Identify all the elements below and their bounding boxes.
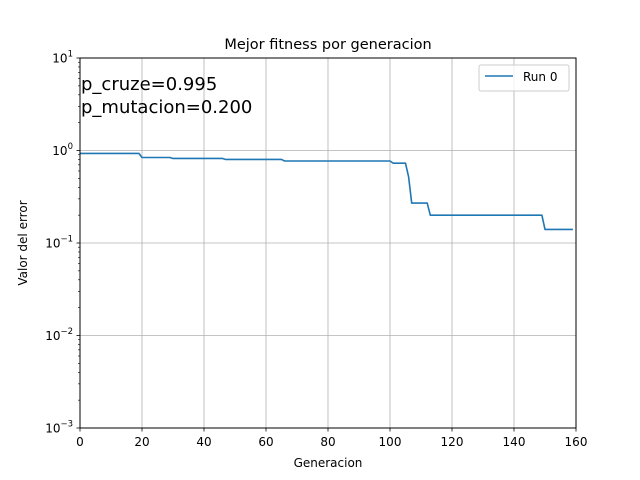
- x-tick-label: 140: [503, 435, 526, 449]
- y-tick-label: 10−3: [45, 420, 73, 436]
- series-layer: [80, 152, 573, 231]
- x-tick-label: 120: [441, 435, 464, 449]
- chart-title: Mejor fitness por generacion: [224, 37, 431, 53]
- x-tick-label: 160: [565, 435, 588, 449]
- annotation-p-mutacion: p_mutacion=0.200: [81, 97, 252, 118]
- y-axis-ticks: 10−3 10−2 10−1 100 101: [45, 50, 80, 436]
- y-tick-label: 101: [52, 50, 73, 66]
- legend-box: [478, 64, 570, 92]
- legend-label: Run 0: [523, 70, 557, 84]
- series-line-run-0: [80, 152, 573, 231]
- x-axis-label: Generacion: [294, 456, 363, 470]
- y-tick-label: 100: [52, 142, 73, 158]
- annotation-p-cruze: p_cruze=0.995: [81, 74, 217, 95]
- x-tick-label: 80: [320, 435, 335, 449]
- y-tick-label: 10−2: [45, 327, 73, 343]
- y-axis-label: Valor del error: [16, 200, 30, 285]
- x-axis-ticks: 0 20 40 60 80 100 120 140 160: [76, 428, 587, 449]
- x-tick-label: 0: [76, 435, 84, 449]
- y-tick-label: 10−1: [45, 235, 73, 251]
- x-tick-label: 40: [196, 435, 211, 449]
- x-tick-label: 60: [258, 435, 273, 449]
- x-tick-label: 100: [379, 435, 402, 449]
- x-tick-label: 20: [134, 435, 149, 449]
- legend: Run 0: [478, 64, 570, 92]
